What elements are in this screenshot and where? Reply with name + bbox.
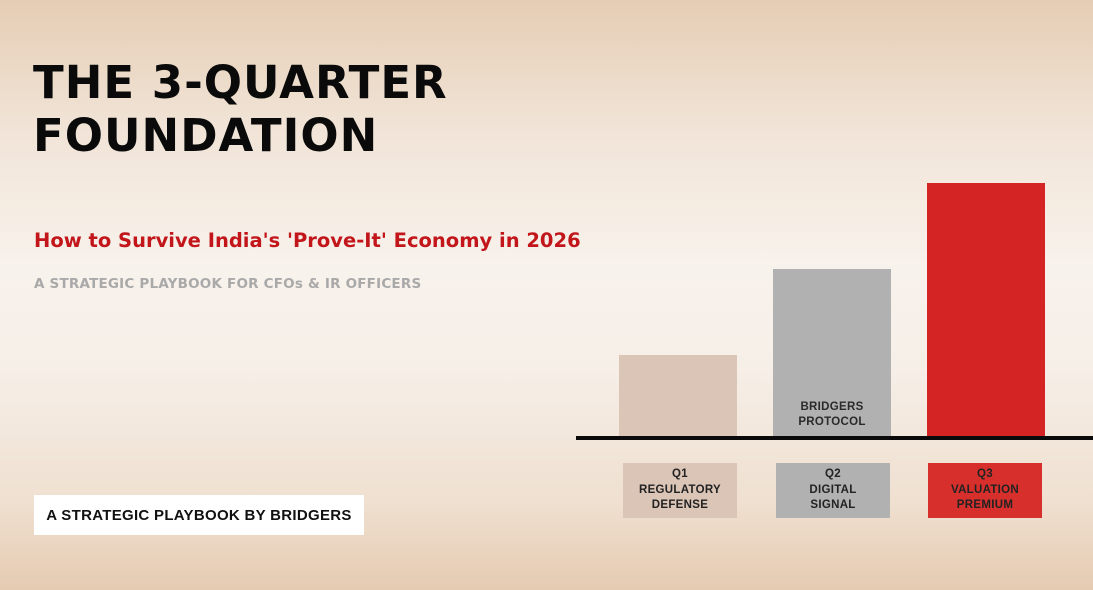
byline-badge: A STRATEGIC PLAYBOOK BY BRIDGERS	[34, 495, 364, 535]
subtitle: How to Survive India's 'Prove-It' Econom…	[34, 229, 581, 252]
page-title: THE 3-QUARTER FOUNDATION	[33, 56, 448, 162]
quarter-label-q2: Q2 DIGITAL SIGNAL	[776, 463, 890, 518]
title-line-1: THE 3-QUARTER	[33, 56, 448, 109]
tagline: A STRATEGIC PLAYBOOK FOR CFOs & IR OFFIC…	[34, 276, 422, 292]
bar-q2-annotation: BRIDGERS PROTOCOL	[798, 401, 866, 428]
quarter-label-q1: Q1 REGULATORY DEFENSE	[623, 463, 737, 518]
title-line-2: FOUNDATION	[33, 109, 379, 162]
bar-q1	[619, 355, 737, 439]
quarter-label-q3: Q3 VALUATION PREMIUM	[928, 463, 1042, 518]
chart-baseline	[576, 436, 1093, 440]
bar-q3	[927, 183, 1045, 439]
bar-q2: BRIDGERS PROTOCOL	[773, 269, 891, 439]
byline-text: A STRATEGIC PLAYBOOK BY BRIDGERS	[46, 506, 352, 524]
